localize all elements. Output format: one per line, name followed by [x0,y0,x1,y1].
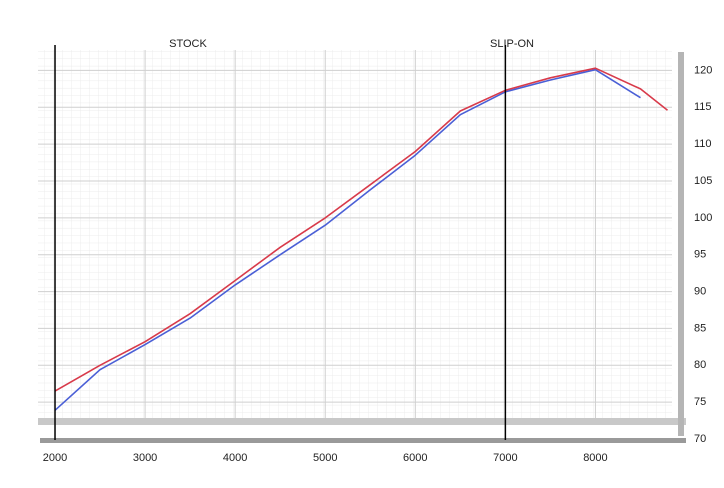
x-tick-label: 3000 [133,452,157,464]
x-tick-label: 2000 [43,452,67,464]
y-tick-label: 85 [694,322,706,334]
y-tick-label: 100 [694,212,712,224]
y-axis-bar [678,52,684,436]
series-line [54,68,641,411]
x-tick-label: 6000 [403,452,427,464]
x-tick-label: 8000 [583,452,607,464]
x-axis-base [40,438,686,443]
y-tick-label: 95 [694,249,706,261]
y-tick-label: 80 [694,359,706,371]
lines [54,67,668,411]
y-tick-label: 70 [694,433,706,445]
x-tick-label: 5000 [313,452,337,464]
x-axis-bar [38,418,686,425]
series-line [54,67,668,392]
y-tick-label: 115 [694,101,712,113]
x-tick-label: 7000 [493,452,517,464]
y-tick-label: 90 [694,285,706,297]
y-tick-label: 105 [694,175,712,187]
plot-area [38,50,672,420]
y-tick-label: 120 [694,64,712,76]
series-label: SLIP-ON [490,38,534,50]
series-label: STOCK [169,38,207,50]
x-tick-label: 4000 [223,452,247,464]
y-tick-label: 110 [694,138,712,150]
y-tick-label: 75 [694,396,706,408]
